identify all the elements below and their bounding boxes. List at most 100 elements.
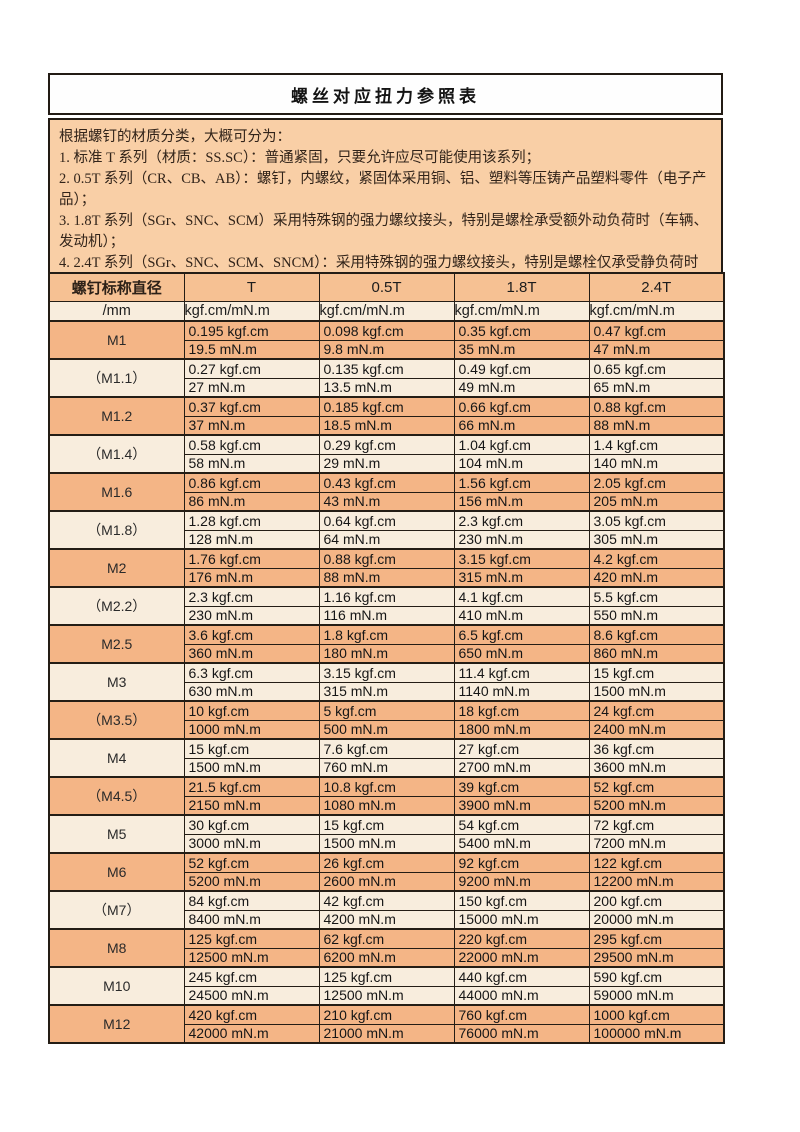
mnm-cell: 13.5 mN.m [318,377,455,398]
mnm-cell: 1800 mN.m [453,719,590,740]
kgf-cell: 92 kgf.cm [453,852,590,873]
mnm-cell: 21000 mN.m [318,1023,455,1044]
kgf-cell: 8.6 kgf.cm [588,624,725,645]
diameter-label-cell: M4 [48,738,185,778]
series-header-2-4t: 2.4T [588,272,725,302]
mnm-cell: 116 mN.m [318,605,455,626]
mnm-cell: 6200 mN.m [318,947,455,968]
kgf-cell: 2.3 kgf.cm [453,510,590,531]
kgf-cell: 125 kgf.cm [183,928,320,949]
kgf-cell: 5.5 kgf.cm [588,586,725,607]
kgf-cell: 1.56 kgf.cm [453,472,590,493]
mnm-cell: 500 mN.m [318,719,455,740]
kgf-cell: 1.16 kgf.cm [318,586,455,607]
kgf-cell: 1.4 kgf.cm [588,434,725,455]
kgf-cell: 245 kgf.cm [183,966,320,987]
mnm-cell: 550 mN.m [588,605,725,626]
mnm-cell: 20000 mN.m [588,909,725,930]
kgf-cell: 0.27 kgf.cm [183,358,320,379]
kgf-cell: 0.65 kgf.cm [588,358,725,379]
kgf-cell: 15 kgf.cm [183,738,320,759]
page-title: 螺丝对应扭力参照表 [291,86,480,106]
mnm-cell: 19.5 mN.m [183,339,320,360]
unit-cell: kgf.cm/mN.m [453,300,590,322]
table-row-mnm: 5200 mN.m 2600 mN.m 9200 mN.m 12200 mN.m [49,871,725,892]
intro-lead: 根据螺钉的材质分类，大概可分为： [59,129,291,145]
table-row-mnm: 1500 mN.m 760 mN.m 2700 mN.m 3600 mN.m [49,757,725,778]
table-header-row-series: 螺钉标称直径 T 0.5T 1.8T 2.4T [48,272,725,302]
mnm-cell: 29500 mN.m [588,947,725,968]
unit-cell: kgf.cm/mN.m [588,300,725,322]
kgf-cell: 1.76 kgf.cm [183,548,320,569]
kgf-cell: 52 kgf.cm [588,776,725,797]
kgf-cell: 0.35 kgf.cm [453,320,590,341]
mnm-cell: 7200 mN.m [588,833,725,854]
diameter-label-cell: M6 [48,852,185,892]
diameter-label-cell: M1.6 [48,472,185,512]
diameter-header-cell: 螺钉标称直径 [48,272,185,302]
mnm-cell: 650 mN.m [453,643,590,664]
kgf-cell: 27 kgf.cm [453,738,590,759]
diameter-label-cell: M10 [48,966,185,1006]
mnm-cell: 140 mN.m [588,453,725,474]
mnm-cell: 3000 mN.m [183,833,320,854]
mnm-cell: 315 mN.m [453,567,590,588]
kgf-cell: 2.3 kgf.cm [183,586,320,607]
kgf-cell: 0.098 kgf.cm [318,320,455,341]
kgf-cell: 4.2 kgf.cm [588,548,725,569]
kgf-cell: 0.185 kgf.cm [318,396,455,417]
kgf-cell: 0.29 kgf.cm [318,434,455,455]
diameter-label-cell: （M2.2） [48,586,185,626]
mnm-cell: 66 mN.m [453,415,590,436]
diameter-label-cell: M8 [48,928,185,968]
kgf-cell: 0.43 kgf.cm [318,472,455,493]
diameter-unit-cell: /mm [48,300,185,322]
mnm-cell: 360 mN.m [183,643,320,664]
table-row-kgf: （M1.1） 0.27 kgf.cm 0.135 kgf.cm 0.49 kgf… [48,358,725,398]
mnm-cell: 8400 mN.m [183,909,320,930]
diameter-label-cell: M1 [48,320,185,360]
kgf-cell: 590 kgf.cm [588,966,725,987]
kgf-cell: 0.66 kgf.cm [453,396,590,417]
mnm-cell: 2700 mN.m [453,757,590,778]
mnm-cell: 43 mN.m [318,491,455,512]
table-row-kgf: M10 245 kgf.cm 125 kgf.cm 440 kgf.cm 590… [48,966,725,1006]
intro-item-3: 3. 1.8T 系列（SGr、SNC、SCM）采用特殊钢的强力螺纹接头，特别是螺… [59,213,709,250]
mnm-cell: 305 mN.m [588,529,725,550]
mnm-cell: 420 mN.m [588,567,725,588]
mnm-cell: 58 mN.m [183,453,320,474]
mnm-cell: 5200 mN.m [588,795,725,816]
kgf-cell: 440 kgf.cm [453,966,590,987]
intro-item-1: 1. 标准 T 系列（材质：SS.SC）：普通紧固，只要允许应尽可能使用该系列； [59,150,541,166]
mnm-cell: 230 mN.m [453,529,590,550]
mnm-cell: 230 mN.m [183,605,320,626]
table-row-kgf: （M1.8） 1.28 kgf.cm 0.64 kgf.cm 2.3 kgf.c… [48,510,725,550]
kgf-cell: 1.28 kgf.cm [183,510,320,531]
table-row-kgf: M1.6 0.86 kgf.cm 0.43 kgf.cm 1.56 kgf.cm… [48,472,725,512]
mnm-cell: 15000 mN.m [453,909,590,930]
diameter-label-cell: M2.5 [48,624,185,664]
mnm-cell: 3900 mN.m [453,795,590,816]
kgf-cell: 54 kgf.cm [453,814,590,835]
table-row-mnm: 8400 mN.m 4200 mN.m 15000 mN.m 20000 mN.… [49,909,725,930]
table-row-kgf: M12 420 kgf.cm 210 kgf.cm 760 kgf.cm 100… [48,1004,725,1044]
mnm-cell: 22000 mN.m [453,947,590,968]
diameter-label-cell: （M3.5） [48,700,185,740]
torque-table: 螺钉标称直径 T 0.5T 1.8T 2.4T /mm kgf.cm/mN.m … [48,272,725,1044]
table-header-row-units: /mm kgf.cm/mN.m kgf.cm/mN.m kgf.cm/mN.m … [48,300,725,322]
table-row-mnm: 3000 mN.m 1500 mN.m 5400 mN.m 7200 mN.m [49,833,725,854]
mnm-cell: 18.5 mN.m [318,415,455,436]
mnm-cell: 59000 mN.m [588,985,725,1006]
kgf-cell: 0.86 kgf.cm [183,472,320,493]
kgf-cell: 295 kgf.cm [588,928,725,949]
kgf-cell: 11.4 kgf.cm [453,662,590,683]
kgf-cell: 62 kgf.cm [318,928,455,949]
mnm-cell: 2600 mN.m [318,871,455,892]
table-body: M1 0.195 kgf.cm 0.098 kgf.cm 0.35 kgf.cm… [48,320,725,1044]
kgf-cell: 125 kgf.cm [318,966,455,987]
mnm-cell: 2400 mN.m [588,719,725,740]
mnm-cell: 64 mN.m [318,529,455,550]
series-header-0-5t: 0.5T [318,272,455,302]
mnm-cell: 35 mN.m [453,339,590,360]
mnm-cell: 1500 mN.m [318,833,455,854]
